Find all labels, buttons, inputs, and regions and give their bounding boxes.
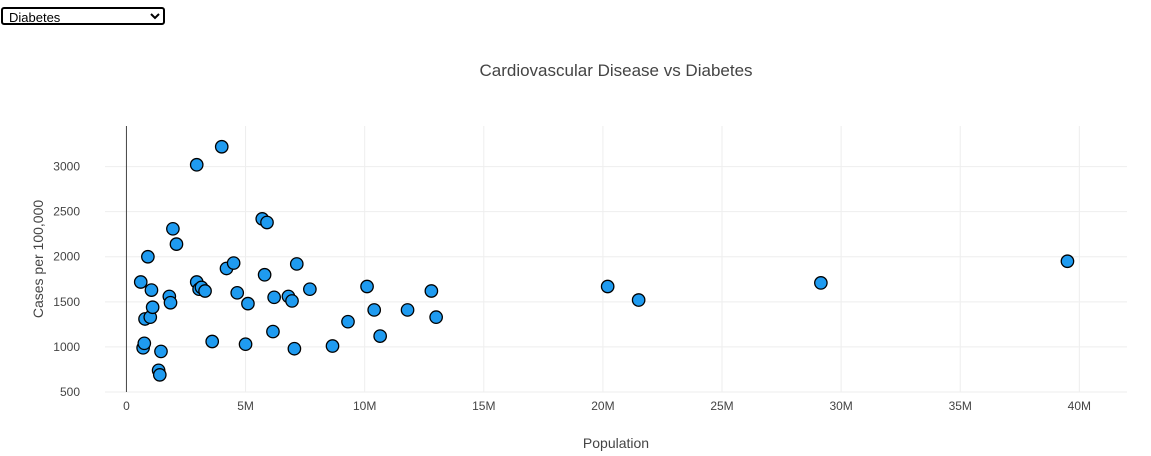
scatter-point: [133, 275, 148, 289]
scatter-point: [289, 257, 304, 271]
y-tick-label: 2000: [53, 250, 80, 264]
x-tick-label: 20M: [591, 399, 614, 413]
scatter-point: [325, 339, 340, 353]
scatter-point: [266, 324, 280, 339]
scatter-point: [367, 303, 382, 317]
x-tick-label: 30M: [829, 399, 852, 413]
y-tick-label: 3000: [53, 160, 80, 174]
scatter-point: [260, 215, 274, 230]
x-tick-label: 40M: [1068, 399, 1091, 413]
scatter-point: [144, 283, 159, 297]
grid: [105, 126, 1127, 393]
disease-selector[interactable]: Diabetes: [1, 7, 165, 25]
scatter-point: [424, 284, 439, 298]
scatter-point: [169, 237, 184, 251]
x-axis-label: Population: [583, 435, 649, 451]
scatter-point: [137, 336, 152, 351]
scatter-point: [154, 344, 168, 359]
scatter-point: [373, 329, 388, 343]
scatter-point: [152, 368, 167, 382]
scatter-point: [163, 295, 178, 310]
scatter-point: [166, 221, 180, 236]
y-tick-label: 500: [60, 385, 80, 399]
scatter-point: [257, 267, 272, 282]
scatter-point: [360, 279, 374, 294]
scatter-point: [214, 139, 229, 154]
scatter-point: [267, 290, 281, 305]
scatter-point: [600, 279, 615, 294]
scatter-point: [205, 334, 220, 349]
scatter-point: [1060, 254, 1075, 269]
scatter-point: [303, 282, 317, 297]
x-tick-label: 10M: [353, 399, 376, 413]
scatter-point: [631, 293, 646, 307]
y-tick-label: 2500: [53, 205, 80, 219]
x-tick-label: 15M: [472, 399, 495, 413]
scatter-point: [241, 296, 255, 311]
scatter-point: [189, 157, 204, 172]
chart-title: Cardiovascular Disease vs Diabetes: [479, 61, 752, 80]
x-tick-label: 5M: [237, 399, 254, 413]
scatter-point: [198, 284, 212, 298]
scatter-point: [429, 310, 443, 325]
scatter-point: [341, 314, 355, 329]
y-tick-label: 1000: [53, 340, 80, 354]
tick-labels: 0 5M 10M 15M 20M 25M 30M 35M 40M 500 1000 1500 2000 2…: [53, 160, 1091, 413]
data-points: [133, 139, 1075, 382]
y-tick-label: 1500: [53, 295, 80, 309]
y-axis-label: Cases per 100,000: [30, 200, 46, 319]
x-tick-label: 35M: [949, 399, 972, 413]
scatter-point: [230, 285, 245, 300]
scatter-point: [226, 256, 241, 270]
scatter-point: [285, 294, 299, 308]
scatter-point: [400, 303, 415, 317]
scatter-point: [238, 337, 253, 352]
scatter-point: [141, 249, 155, 264]
x-tick-label: 0: [123, 399, 130, 413]
x-tick-label: 25M: [710, 399, 733, 413]
scatter-point: [814, 276, 828, 290]
scatter-point: [287, 341, 302, 356]
scatter-point: [145, 300, 160, 315]
